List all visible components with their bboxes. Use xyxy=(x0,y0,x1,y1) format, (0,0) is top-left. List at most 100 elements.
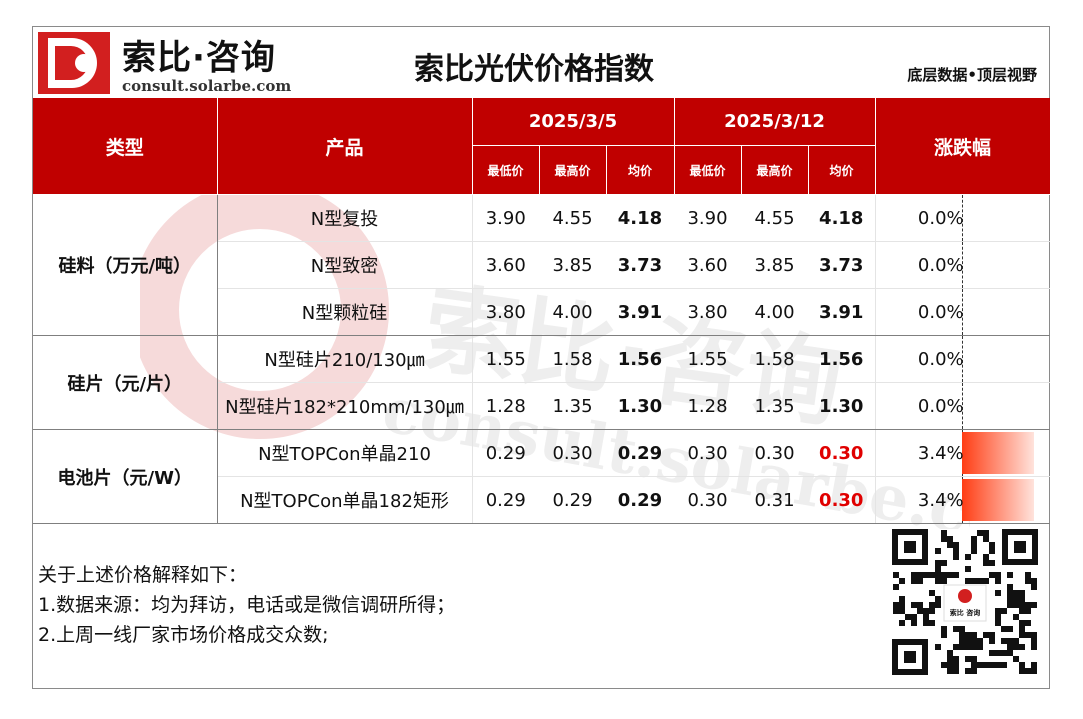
change-cell: 0.0% xyxy=(874,382,1051,430)
avg-price-cell: 3.73 xyxy=(808,241,876,289)
table-row: N型致密 3.60 3.85 3.73 3.60 3.85 3.73 0.0% xyxy=(33,241,1051,289)
notes-line-1: 1.数据来源：均为拜访，电话或是微信调研所得； xyxy=(38,594,456,616)
price-table-body: 硅料（万元/吨） N型复投 3.90 4.55 4.18 3.90 4.55 4.18 0.0%… xyxy=(33,194,1051,524)
change-cell: 0.0% xyxy=(874,194,1051,242)
table-row: N型硅片182*210mm/130㎛ 1.28 1.35 1.30 1.28 1.35 1.… xyxy=(33,382,1051,430)
notes: 关于上述价格解释如下： 1.数据来源：均为拜访，电话或是微信调研所得； 2.上周… xyxy=(38,560,455,650)
change-axis xyxy=(961,336,963,382)
change-value: 0.0% xyxy=(917,254,964,276)
table-row: 电池片（元/W） N型TOPCon单晶210 0.29 0.30 0.29 0.30 0.3… xyxy=(33,429,1051,524)
max-price-cell: 0.30 xyxy=(539,429,606,477)
category-cell: 硅料（万元/吨） xyxy=(33,194,218,336)
header-product: 产品 xyxy=(217,98,473,195)
avg-price-cell: 3.73 xyxy=(606,241,674,289)
product-cell: N型致密 xyxy=(217,241,473,289)
change-value: 3.4% xyxy=(917,489,964,511)
header-date-1: 2025/3/5 xyxy=(472,98,675,146)
logo-icon xyxy=(38,32,110,94)
header-min-2: 最低价 xyxy=(674,145,742,195)
change-cell: 3.4% xyxy=(874,476,1051,524)
min-price-cell: 3.80 xyxy=(472,288,539,336)
avg-price-cell: 0.30 xyxy=(808,429,876,477)
max-price-cell: 1.35 xyxy=(741,382,808,430)
table-row: 硅片（元/片） N型硅片210/130㎛ 1.55 1.58 1.56 1.55 1.58 1… xyxy=(33,335,1051,430)
price-table: 类型 产品 2025/3/5 2025/3/12 涨跌幅 最低价 最高价 均价 … xyxy=(33,98,1051,524)
min-price-cell: 0.29 xyxy=(472,476,539,524)
product-cell: N型TOPCon单晶210 xyxy=(217,429,473,477)
change-value: 0.0% xyxy=(917,301,964,323)
change-value: 3.4% xyxy=(917,442,964,464)
max-price-cell: 0.29 xyxy=(539,476,606,524)
min-price-cell: 3.90 xyxy=(674,194,741,242)
max-price-cell: 3.85 xyxy=(539,241,606,289)
max-price-cell: 4.00 xyxy=(539,288,606,336)
max-price-cell: 0.30 xyxy=(741,429,808,477)
avg-price-cell: 1.56 xyxy=(606,335,674,383)
notes-line-2: 2.上周一线厂家市场价格成交众数; xyxy=(38,624,329,646)
max-price-cell: 1.35 xyxy=(539,382,606,430)
qr-label: 索比 咨询 xyxy=(950,608,980,617)
avg-price-cell: 1.56 xyxy=(808,335,876,383)
min-price-cell: 3.90 xyxy=(472,194,539,242)
header-avg-1: 均价 xyxy=(606,145,675,195)
avg-price-cell: 3.91 xyxy=(808,288,876,336)
change-axis xyxy=(961,383,963,429)
max-price-cell: 4.55 xyxy=(539,194,606,242)
avg-price-cell: 0.29 xyxy=(606,429,674,477)
max-price-cell: 4.00 xyxy=(741,288,808,336)
avg-price-cell: 1.30 xyxy=(606,382,674,430)
notes-intro: 关于上述价格解释如下： xyxy=(38,564,248,586)
header-date-2: 2025/3/12 xyxy=(674,98,876,146)
header-max-1: 最高价 xyxy=(539,145,607,195)
change-value: 0.0% xyxy=(917,207,964,229)
table-row: 硅料（万元/吨） N型复投 3.90 4.55 4.18 3.90 4.55 4.18 0.0% xyxy=(33,194,1051,336)
table-row: N型颗粒硅 3.80 4.00 3.91 3.80 4.00 3.91 0.0% xyxy=(33,288,1051,336)
product-cell: N型复投 xyxy=(217,194,473,242)
product-cell: N型TOPCon单晶182矩形 xyxy=(217,476,473,524)
change-axis xyxy=(961,289,963,335)
change-cell: 3.4% xyxy=(874,429,1051,477)
change-cell: 0.0% xyxy=(874,288,1051,336)
qr-code: 索比 咨询 xyxy=(892,529,1038,675)
change-value: 0.0% xyxy=(917,348,964,370)
category-cell: 硅片（元/片） xyxy=(33,335,218,430)
avg-price-cell: 4.18 xyxy=(808,194,876,242)
page-title: 索比光伏价格指数 xyxy=(414,52,654,87)
change-cell: 0.0% xyxy=(874,335,1051,383)
min-price-cell: 1.28 xyxy=(472,382,539,430)
max-price-cell: 3.85 xyxy=(741,241,808,289)
product-cell: N型硅片210/130㎛ xyxy=(217,335,473,383)
min-price-cell: 0.30 xyxy=(674,476,741,524)
change-cell: 0.0% xyxy=(874,241,1051,289)
header-min-1: 最低价 xyxy=(472,145,540,195)
change-axis xyxy=(961,195,963,241)
avg-price-cell: 1.30 xyxy=(808,382,876,430)
change-axis xyxy=(961,242,963,288)
max-price-cell: 0.31 xyxy=(741,476,808,524)
header-max-2: 最高价 xyxy=(741,145,809,195)
change-value: 0.0% xyxy=(917,395,964,417)
logo-text-en: consult.solarbe.com xyxy=(122,77,292,95)
header-change: 涨跌幅 xyxy=(875,98,1051,195)
avg-price-cell: 3.91 xyxy=(606,288,674,336)
product-cell: N型颗粒硅 xyxy=(217,288,473,336)
slogan: 底层数据•顶层视野 xyxy=(907,66,1037,84)
logo-text-cn: 索比·咨询 xyxy=(122,38,276,78)
min-price-cell: 1.55 xyxy=(472,335,539,383)
min-price-cell: 0.29 xyxy=(472,429,539,477)
min-price-cell: 0.30 xyxy=(674,429,741,477)
min-price-cell: 1.55 xyxy=(674,335,741,383)
max-price-cell: 4.55 xyxy=(741,194,808,242)
header-type: 类型 xyxy=(33,98,218,195)
avg-price-cell: 0.29 xyxy=(606,476,674,524)
min-price-cell: 1.28 xyxy=(674,382,741,430)
max-price-cell: 1.58 xyxy=(539,335,606,383)
min-price-cell: 3.80 xyxy=(674,288,741,336)
header-avg-2: 均价 xyxy=(808,145,876,195)
change-bar xyxy=(961,479,1034,521)
table-row: N型TOPCon单晶182矩形 0.29 0.29 0.29 0.30 0.31 0.30 3… xyxy=(33,476,1051,524)
max-price-cell: 1.58 xyxy=(741,335,808,383)
min-price-cell: 3.60 xyxy=(472,241,539,289)
change-bar xyxy=(961,432,1034,474)
avg-price-cell: 0.30 xyxy=(808,476,876,524)
